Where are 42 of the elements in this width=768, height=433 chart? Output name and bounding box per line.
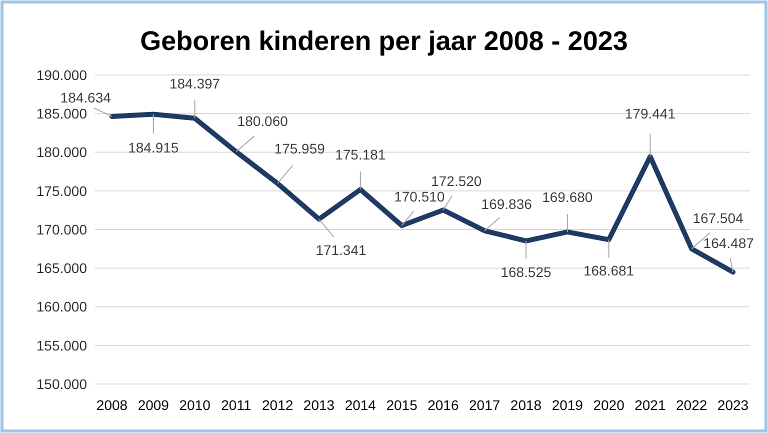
y-tick-label: 165.000 <box>36 260 88 276</box>
y-tick-label: 150.000 <box>36 376 88 392</box>
y-tick-label: 175.000 <box>36 182 88 199</box>
text: 175.181 <box>335 146 386 162</box>
chart-title: Geboren kinderen per jaar 2008 - 2023 <box>140 26 628 56</box>
text: 169.836 <box>481 196 532 212</box>
text: 170.510 <box>394 188 445 205</box>
x-tick-label: 2023 <box>717 397 749 413</box>
x-tick-label: 2018 <box>510 397 542 413</box>
y-tick-label: 155.000 <box>36 337 88 354</box>
text: 179.441 <box>624 106 676 122</box>
text: 172.520 <box>431 173 482 190</box>
y-tick-label: 180.000 <box>36 144 88 160</box>
x-tick-label: 2010 <box>179 397 211 413</box>
text: 169.680 <box>542 188 593 205</box>
y-tick-label: 170.000 <box>36 221 88 238</box>
x-tick-label: 2008 <box>96 397 128 413</box>
y-tick-label: 185.000 <box>36 106 88 122</box>
x-tick-label: 2009 <box>138 397 170 413</box>
x-tick-label: 2011 <box>221 397 252 413</box>
x-tick-label: 2021 <box>634 397 666 413</box>
y-tick-label: 190.000 <box>36 66 88 83</box>
text: 171.341 <box>316 242 366 258</box>
text: 184.915 <box>128 139 179 156</box>
x-tick-label: 2012 <box>262 397 294 413</box>
x-tick-label: 2015 <box>386 397 418 413</box>
text: 175.959 <box>274 140 325 156</box>
x-tick-label: 2014 <box>344 397 376 413</box>
x-tick-label: 2022 <box>676 397 708 413</box>
x-tick-label: 2017 <box>469 397 500 413</box>
x-tick-label: 2016 <box>428 397 459 413</box>
text: 164.487 <box>703 235 754 252</box>
x-tick-label: 2019 <box>552 397 584 413</box>
text: 168.525 <box>500 264 552 280</box>
text: 180.060 <box>237 112 288 129</box>
text: 184.634 <box>60 89 111 106</box>
text: 167.504 <box>692 210 744 226</box>
x-tick-label: 2013 <box>303 397 335 413</box>
text: 168.681 <box>583 262 634 279</box>
text: 184.397 <box>169 75 220 92</box>
x-tick-label: 2020 <box>593 397 625 413</box>
y-tick-label: 160.000 <box>36 298 88 315</box>
